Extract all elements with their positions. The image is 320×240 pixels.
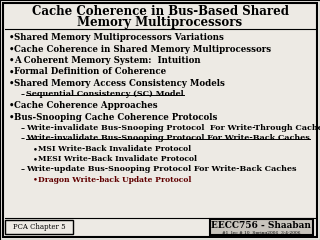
Text: •: •: [9, 33, 14, 42]
Text: •: •: [33, 155, 38, 163]
Text: •: •: [33, 175, 38, 184]
Text: –: –: [21, 165, 25, 173]
Text: Bus-Snooping Cache Coherence Protocols: Bus-Snooping Cache Coherence Protocols: [14, 113, 217, 121]
Text: EECC756 - Shaaban: EECC756 - Shaaban: [211, 221, 311, 229]
Text: •: •: [9, 101, 14, 110]
Text: •: •: [9, 44, 14, 54]
Text: •: •: [9, 113, 14, 121]
Text: Cache Coherence Approaches: Cache Coherence Approaches: [14, 101, 158, 110]
Text: •: •: [9, 56, 14, 65]
Text: –: –: [21, 134, 25, 143]
Text: Cache Coherence in Shared Memory Multiprocessors: Cache Coherence in Shared Memory Multipr…: [14, 44, 271, 54]
Text: •: •: [9, 67, 14, 77]
Text: #1  lec # 10  Spring2006  3-4-2006: #1 lec # 10 Spring2006 3-4-2006: [222, 231, 300, 235]
Text: Formal Definition of Coherence: Formal Definition of Coherence: [14, 67, 166, 77]
Text: A Coherent Memory System:  Intuition: A Coherent Memory System: Intuition: [14, 56, 201, 65]
Text: Shared Memory Access Consistency Models: Shared Memory Access Consistency Models: [14, 79, 225, 88]
FancyBboxPatch shape: [210, 219, 313, 235]
Text: MESI Write-Back Invalidate Protocol: MESI Write-Back Invalidate Protocol: [38, 155, 197, 163]
Text: Sequential Consistency (SC) Model: Sequential Consistency (SC) Model: [26, 90, 184, 98]
Text: MSI Write-Back Invalidate Protocol: MSI Write-Back Invalidate Protocol: [38, 145, 191, 153]
Text: Cache Coherence in Bus-Based Shared: Cache Coherence in Bus-Based Shared: [31, 5, 289, 18]
Text: •: •: [33, 145, 38, 153]
Text: •: •: [9, 79, 14, 88]
Text: Memory ​Multiprocessors: Memory ​Multiprocessors: [77, 16, 243, 29]
Text: Write-update Bus-Snooping Protocol For Write-Back Caches: Write-update Bus-Snooping Protocol For W…: [26, 165, 297, 173]
Text: Dragon Write-back Update Protocol: Dragon Write-back Update Protocol: [38, 175, 191, 184]
Text: Shared Memory Multiprocessors Variations: Shared Memory Multiprocessors Variations: [14, 33, 224, 42]
Text: Write-invalidate Bus-Snooping Protocol For Write-Back Caches: Write-invalidate Bus-Snooping Protocol F…: [26, 134, 310, 143]
FancyBboxPatch shape: [5, 220, 73, 234]
FancyBboxPatch shape: [3, 3, 317, 237]
Text: PCA Chapter 5: PCA Chapter 5: [13, 223, 65, 231]
Text: –: –: [21, 90, 25, 98]
Text: Write-invalidate Bus-Snooping Protocol  For Write-Through Caches: Write-invalidate Bus-Snooping Protocol F…: [26, 124, 320, 132]
Text: –: –: [21, 124, 25, 132]
